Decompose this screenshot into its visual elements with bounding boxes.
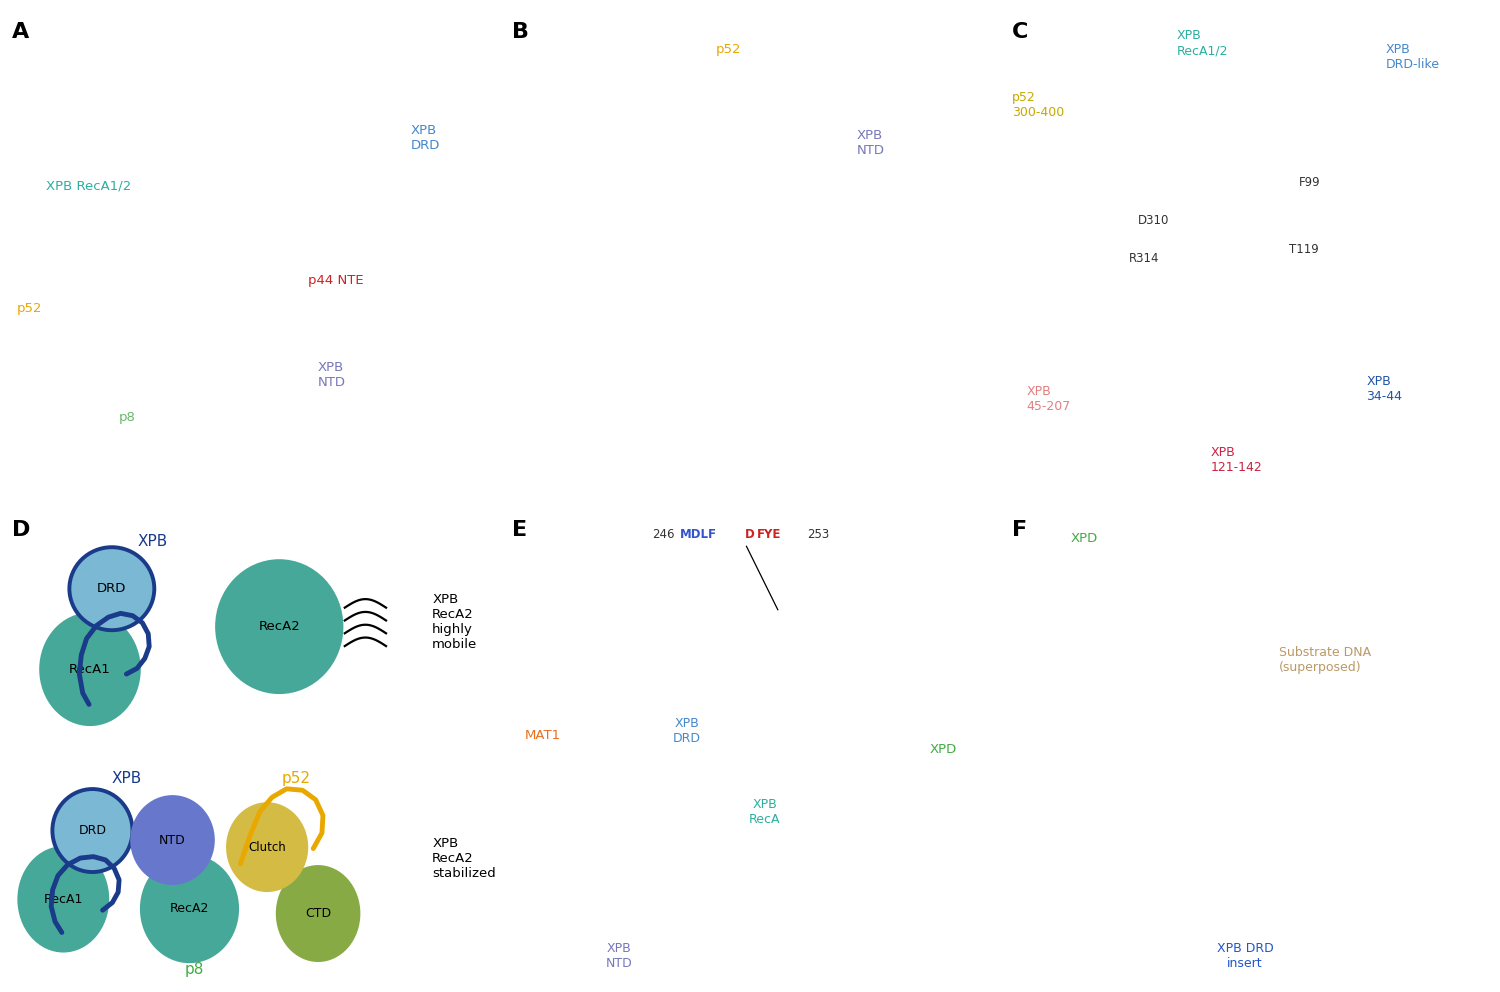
Ellipse shape (278, 866, 360, 961)
Text: 246: 246 (652, 528, 675, 541)
Text: RecA2: RecA2 (258, 620, 300, 633)
Text: B: B (512, 22, 530, 42)
Text: XPB
DRD: XPB DRD (411, 124, 440, 152)
Ellipse shape (216, 560, 342, 693)
Text: XPB
121-142: XPB 121-142 (1210, 446, 1263, 474)
Text: D310: D310 (1138, 214, 1170, 227)
Ellipse shape (226, 804, 308, 891)
Text: XPD: XPD (1071, 532, 1098, 545)
Text: XPB
NTD: XPB NTD (606, 942, 633, 970)
Text: p52
300-400: p52 300-400 (1013, 90, 1065, 119)
Ellipse shape (141, 855, 238, 962)
Text: p8: p8 (118, 412, 136, 425)
Text: T119: T119 (1288, 242, 1318, 256)
Text: XPB RecA1/2: XPB RecA1/2 (46, 180, 132, 192)
Text: XPB
NTD: XPB NTD (318, 361, 346, 389)
Text: XPB
RecA1/2: XPB RecA1/2 (1178, 29, 1228, 58)
Text: XPB
RecA2
stabilized: XPB RecA2 stabilized (432, 837, 496, 881)
Text: XPB
RecA: XPB RecA (748, 798, 780, 825)
Text: XPB
DRD: XPB DRD (674, 717, 700, 745)
Text: 253: 253 (807, 528, 830, 541)
Text: XPB
45-207: XPB 45-207 (1026, 385, 1071, 413)
Text: E: E (512, 520, 528, 540)
Text: XPB
RecA2
highly
mobile: XPB RecA2 highly mobile (432, 593, 477, 651)
Ellipse shape (69, 548, 154, 630)
Ellipse shape (53, 789, 132, 872)
Text: F: F (1013, 520, 1028, 540)
Text: D: D (12, 520, 30, 540)
Text: RecA2: RecA2 (170, 903, 208, 916)
Text: XPB
DRD-like: XPB DRD-like (1386, 44, 1440, 71)
Text: RecA1: RecA1 (69, 663, 111, 676)
Text: D: D (746, 528, 754, 541)
Text: F99: F99 (1299, 177, 1320, 189)
Text: XPB DRD
insert: XPB DRD insert (1216, 942, 1274, 970)
Text: Substrate DNA
(superposed): Substrate DNA (superposed) (1280, 646, 1371, 674)
Text: p44 NTE: p44 NTE (309, 274, 364, 287)
Text: p8: p8 (184, 961, 204, 976)
Text: XPB: XPB (111, 771, 141, 787)
Text: XPB
34-44: XPB 34-44 (1366, 375, 1402, 404)
Text: XPB: XPB (138, 534, 168, 550)
Text: p52: p52 (282, 771, 310, 787)
Text: DRD: DRD (98, 582, 126, 595)
Text: XPD: XPD (930, 743, 957, 757)
Text: p52: p52 (716, 44, 741, 57)
Ellipse shape (18, 847, 108, 951)
Text: CTD: CTD (304, 907, 332, 920)
Text: R314: R314 (1128, 252, 1160, 265)
Text: A: A (12, 22, 30, 42)
Text: C: C (1013, 22, 1029, 42)
Text: RecA1: RecA1 (44, 893, 82, 906)
Text: Clutch: Clutch (249, 840, 286, 854)
Text: NTD: NTD (159, 833, 186, 846)
Text: FYE: FYE (758, 528, 782, 541)
Text: XPB
NTD: XPB NTD (856, 129, 885, 157)
Ellipse shape (132, 797, 214, 884)
Ellipse shape (40, 614, 140, 725)
Text: p52: p52 (16, 303, 42, 315)
Text: MAT1: MAT1 (525, 729, 561, 742)
Text: DRD: DRD (78, 824, 106, 837)
Text: MDLF: MDLF (680, 528, 717, 541)
